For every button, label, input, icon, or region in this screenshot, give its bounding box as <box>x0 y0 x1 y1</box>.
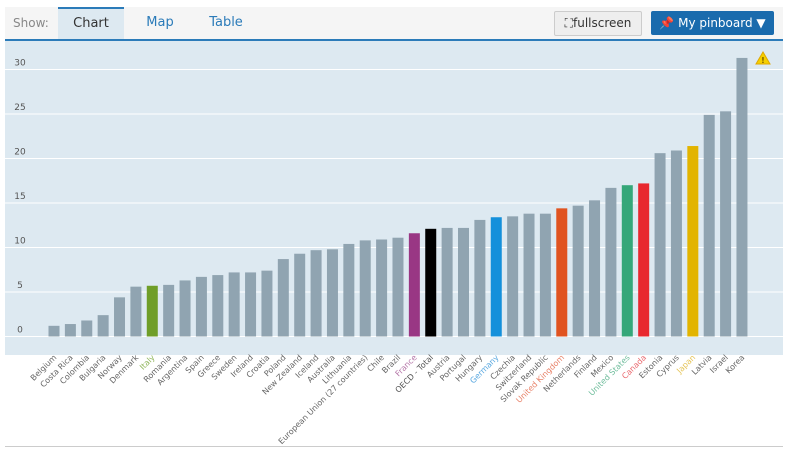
bar <box>179 280 191 337</box>
bar <box>539 213 551 337</box>
y-tick-label: 10 <box>14 237 26 247</box>
x-tick-label: Korea <box>724 353 746 375</box>
bar <box>589 200 601 337</box>
bar <box>97 315 109 337</box>
bar <box>245 272 257 337</box>
tab-chart[interactable]: Chart <box>58 7 124 39</box>
bar <box>343 243 355 337</box>
bar <box>408 233 420 337</box>
bar <box>425 228 437 337</box>
bar <box>507 216 519 337</box>
bar <box>376 239 388 337</box>
fullscreen-button[interactable]: ⛶fullscreen <box>554 11 642 36</box>
y-tick-label: 25 <box>14 103 25 113</box>
bar <box>523 213 535 337</box>
tab-table[interactable]: Table <box>209 15 243 30</box>
bar <box>490 217 502 337</box>
bar <box>720 111 732 337</box>
bar <box>621 185 633 337</box>
bar <box>294 253 306 337</box>
bar <box>654 153 666 337</box>
bar <box>736 57 748 337</box>
bar <box>326 249 338 337</box>
bar <box>310 250 322 337</box>
y-tick-label: 5 <box>17 281 23 291</box>
bar <box>703 114 715 337</box>
y-tick-label: 20 <box>14 148 26 158</box>
bar <box>114 297 126 337</box>
y-tick-label: 30 <box>14 59 26 69</box>
bar <box>228 272 240 337</box>
bar <box>130 286 142 337</box>
bar <box>81 320 93 337</box>
bar <box>277 259 289 337</box>
bar <box>146 285 158 337</box>
tab-map[interactable]: Map <box>146 15 174 30</box>
my-pinboard-button[interactable]: 📌 My pinboard ▼ <box>651 11 774 35</box>
divider <box>5 446 783 447</box>
bar <box>261 270 273 337</box>
pin-icon: 📌 <box>659 16 679 30</box>
y-tick-label: 15 <box>14 192 25 202</box>
bar <box>441 227 453 337</box>
fullscreen-icon: ⛶ <box>564 16 573 30</box>
bar <box>458 227 469 337</box>
toolbar: Show: Chart Map Table ⛶fullscreen 📌 My p… <box>5 7 783 41</box>
bar <box>638 183 650 337</box>
y-tick-label: 0 <box>17 326 23 336</box>
warning-icon <box>755 51 771 65</box>
bar <box>212 275 224 337</box>
bar <box>670 150 682 337</box>
bar <box>392 237 404 337</box>
bar <box>474 219 486 337</box>
warning-icon-mark: ! <box>761 56 765 65</box>
bar <box>195 276 207 337</box>
bar <box>64 324 76 337</box>
bar <box>605 187 617 337</box>
bar <box>572 205 584 337</box>
bar <box>48 325 60 337</box>
bar <box>556 208 568 337</box>
bar <box>359 240 371 337</box>
bar <box>687 146 699 337</box>
show-label: Show: <box>13 16 49 30</box>
bar <box>163 284 175 337</box>
